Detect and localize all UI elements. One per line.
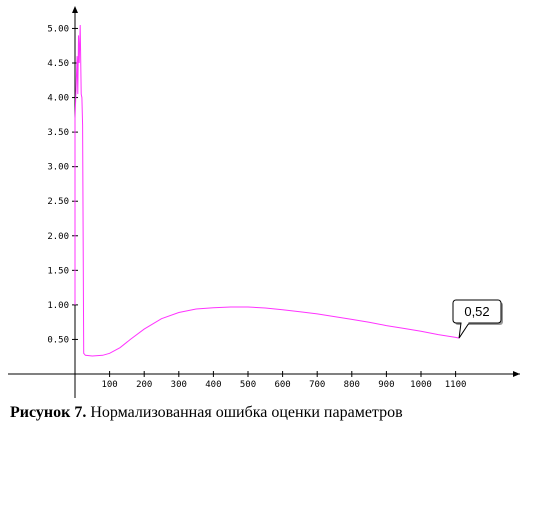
y-tick-label: 0.50 — [47, 335, 69, 345]
x-tick-label: 200 — [136, 380, 152, 390]
x-tick-label: 300 — [171, 380, 187, 390]
x-tick-label: 400 — [205, 380, 221, 390]
x-tick-label: 800 — [344, 380, 360, 390]
figure-caption: Рисунок 7. Нормализованная ошибка оценки… — [10, 404, 403, 422]
x-tick-label: 500 — [240, 380, 256, 390]
y-tick-label: 1.50 — [47, 266, 69, 276]
caption-label: Рисунок 7. — [10, 404, 87, 421]
chart-ticks: 100 200 300 400 500 600 700 800 900 1000 1100 0.50 1… — [47, 24, 466, 390]
y-tick-label: 4.50 — [47, 59, 69, 69]
chart-axes — [8, 6, 520, 398]
x-tick-label: 1100 — [445, 380, 467, 390]
x-tick-label: 900 — [378, 380, 394, 390]
series-line-0 — [74, 24, 460, 357]
x-axis-arrow — [513, 371, 520, 377]
y-tick-label: 2.50 — [47, 197, 69, 207]
y-tick-label: 5.00 — [47, 24, 69, 34]
chart-series — [74, 24, 460, 357]
x-tick-label: 100 — [101, 380, 117, 390]
callout-box — [452, 299, 502, 324]
x-tick-label: 700 — [309, 380, 325, 390]
y-axis-arrow — [72, 6, 78, 13]
callout-pointer — [458, 322, 470, 339]
x-tick-label: 1000 — [410, 380, 432, 390]
y-tick-label: 3.50 — [47, 128, 69, 138]
y-tick-label: 2.00 — [47, 232, 69, 242]
x-tick-label: 600 — [274, 380, 290, 390]
y-tick-label: 3.00 — [47, 163, 69, 173]
value-callout: 0,52 — [452, 299, 503, 339]
caption-text: Нормализованная ошибка оценки параметров — [86, 404, 403, 421]
y-tick-label: 1.00 — [47, 301, 69, 311]
callout-label: 0,52 — [464, 304, 489, 319]
y-tick-label: 4.00 — [47, 94, 69, 104]
